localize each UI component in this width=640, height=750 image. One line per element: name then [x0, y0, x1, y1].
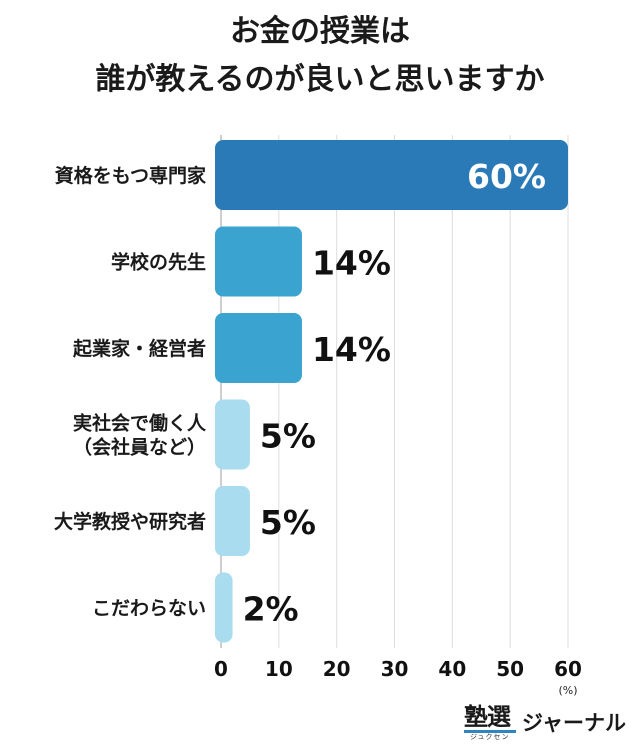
bar — [215, 313, 302, 383]
data-label: 14% — [312, 244, 391, 283]
data-label: 14% — [312, 330, 391, 369]
x-tick-label: 0 — [214, 657, 228, 681]
x-tick-label: 30 — [381, 657, 409, 681]
chart-title-line-2: 誰が教えるのが良いと思いますか — [95, 62, 545, 97]
data-label: 60% — [467, 157, 546, 196]
category-label: こだわらない — [92, 598, 206, 620]
bar — [215, 572, 233, 643]
x-tick-label: 40 — [438, 657, 466, 681]
bar — [215, 226, 302, 297]
category-label: 実社会で働く人 — [73, 412, 207, 435]
data-label: 2% — [243, 590, 299, 629]
bar — [215, 399, 250, 470]
brand-mark: 塾選 ジュクセン — [462, 704, 520, 742]
x-tick-label: 60 — [554, 657, 582, 681]
data-label: 5% — [260, 417, 316, 456]
data-label: 5% — [260, 503, 316, 542]
chart-title-line-1: お金の授業は — [230, 14, 410, 49]
category-label: 学校の先生 — [111, 251, 206, 274]
bar — [215, 486, 250, 556]
x-tick-label: 10 — [265, 657, 293, 681]
brand-stripe — [464, 730, 517, 733]
bar — [215, 140, 568, 210]
brand-logo: 塾選 ジュクセン ジャーナル — [462, 704, 626, 742]
brand-name: ジャーナル — [522, 711, 626, 735]
category-label: 起業家・経営者 — [72, 337, 206, 360]
brand-ruby: ジュクセン — [470, 733, 510, 741]
x-tick-label: 50 — [496, 657, 524, 681]
brand-kanji: 塾選 — [464, 703, 511, 731]
category-label: 大学教授や研究者 — [54, 510, 206, 533]
x-tick-label: 20 — [323, 657, 351, 681]
category-label: （会社員など） — [73, 436, 206, 459]
x-unit-label: (%) — [558, 684, 577, 697]
category-label: 資格をもつ専門家 — [55, 164, 207, 187]
